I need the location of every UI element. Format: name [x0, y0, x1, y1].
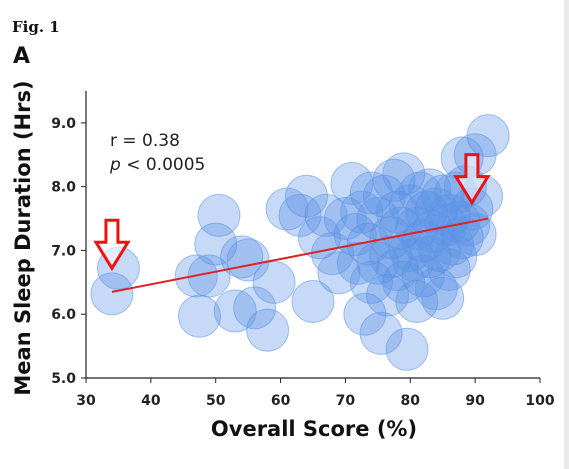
highlight-arrow-icon: [93, 218, 131, 272]
data-point: [246, 308, 290, 352]
data-point: [369, 235, 413, 279]
tick-layer: 30 40 50 60 70 80 90 100 5.0 6.0 7.0 8.0 9.0: [51, 116, 555, 409]
data-point: [213, 289, 257, 333]
x-tick-label: 30: [76, 393, 96, 409]
data-point: [197, 193, 241, 237]
data-point: [317, 251, 361, 295]
x-tick-label: 40: [141, 393, 161, 409]
data-point: [233, 286, 277, 330]
p-value: < 0.0005: [121, 155, 206, 175]
y-tick-label: 8.0: [51, 180, 76, 196]
trend-line: [111, 217, 489, 293]
arrow-layer: [93, 153, 491, 272]
figure-label: Fig. 1: [12, 18, 60, 36]
axes-layer: [85, 91, 540, 379]
data-point: [466, 114, 510, 158]
data-point: [359, 311, 403, 355]
data-point: [194, 222, 238, 266]
data-point: [401, 254, 445, 298]
x-axis-title: Overall Score (%): [211, 417, 417, 441]
data-point: [421, 174, 465, 218]
data-point: [421, 276, 465, 320]
x-tick-label: 60: [271, 393, 291, 409]
data-point: [440, 216, 484, 260]
data-point: [291, 279, 335, 323]
y-tick-label: 6.0: [51, 307, 76, 323]
data-point: [447, 203, 491, 247]
data-point: [427, 248, 471, 292]
x-tick-label: 90: [465, 393, 485, 409]
data-point: [285, 174, 329, 218]
data-point: [220, 235, 264, 279]
panel-label: A: [13, 44, 31, 69]
data-point: [385, 327, 429, 371]
p-symbol: p: [109, 155, 121, 175]
points-layer: [90, 114, 510, 371]
trend-layer: [111, 217, 489, 293]
data-point: [398, 171, 442, 215]
data-point: [349, 171, 393, 215]
data-point: [178, 294, 221, 338]
x-tick-label: 70: [336, 393, 356, 409]
data-point: [187, 254, 231, 298]
y-tick-label: 5.0: [51, 371, 76, 387]
x-tick-label: 100: [525, 393, 554, 409]
data-point: [453, 213, 497, 256]
p-value-annotation: p < 0.0005: [109, 155, 205, 175]
y-tick-label: 7.0: [51, 243, 76, 259]
data-point: [382, 152, 426, 196]
data-point: [434, 235, 478, 279]
highlight-arrow-icon: [453, 153, 491, 206]
data-point: [343, 292, 387, 336]
data-point: [90, 272, 134, 316]
data-point: [226, 238, 270, 282]
correlation-annotation: r = 0.38: [110, 131, 180, 151]
data-point: [252, 260, 296, 304]
data-point: [278, 193, 322, 237]
x-tick-label: 50: [206, 393, 226, 409]
y-tick-label: 9.0: [51, 116, 76, 132]
x-tick-label: 80: [401, 393, 421, 409]
y-axis-title: Mean Sleep Duration (Hrs): [11, 80, 35, 395]
